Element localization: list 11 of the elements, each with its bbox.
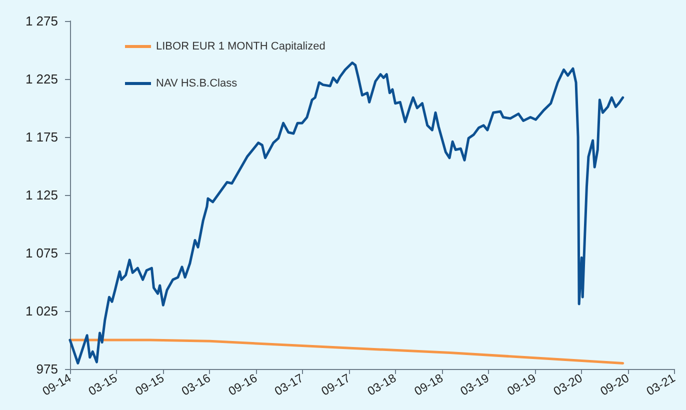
y-tick-label: 1 275 [25,14,58,28]
legend-label: LIBOR EUR 1 MONTH Capitalized [156,40,326,52]
legend-label: NAV HS.B.Class [156,78,238,90]
y-tick-label: 1 025 [25,304,58,318]
line-series [68,338,624,364]
y-tick-label: 1 175 [25,130,58,144]
y-tick-label: 1 125 [25,188,58,202]
y-tick-label: 975 [36,362,58,376]
line-series [68,62,624,364]
y-tick-label: 1 075 [25,246,58,260]
y-tick-label: 1 225 [25,72,58,86]
